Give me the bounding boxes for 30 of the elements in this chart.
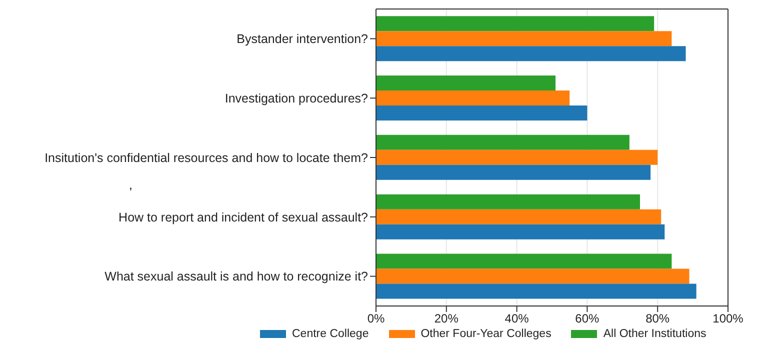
y-tick-label: How to report and incident of sexual assault? [118,210,368,224]
text: , [129,178,132,192]
y-tick-label: Insitution's confidential resources and how to locate them? [44,150,368,165]
y-tick-label: Investigation procedures? [224,92,368,106]
bar [376,164,651,180]
legend-label: Centre College [292,328,369,340]
y-tick-label: What sexual assault is and how to recognize it? [104,270,368,284]
bar [376,90,570,106]
x-tick-label: 60% [575,312,600,326]
bar [376,106,588,121]
bar [376,46,686,62]
bar [376,16,654,32]
bar [376,209,662,224]
bar [376,268,690,284]
bar [376,254,672,269]
x-tick-label: 40% [504,312,530,326]
x-tick-label: 80% [646,312,670,326]
x-tick-label: 100% [712,312,744,326]
bar [376,76,556,91]
x-tick-label: 20% [434,312,459,326]
x-tick-label: 0% [367,312,385,326]
bar [376,284,696,299]
bar [376,224,665,240]
bar [376,150,658,165]
y-tick-label: Bystander intervention? [236,32,368,46]
bar [376,194,640,210]
bar [376,134,630,150]
bar [376,31,672,46]
legend-label: Other Four-Year Colleges [420,328,552,340]
legend-label: All Other Institutions [603,328,706,340]
